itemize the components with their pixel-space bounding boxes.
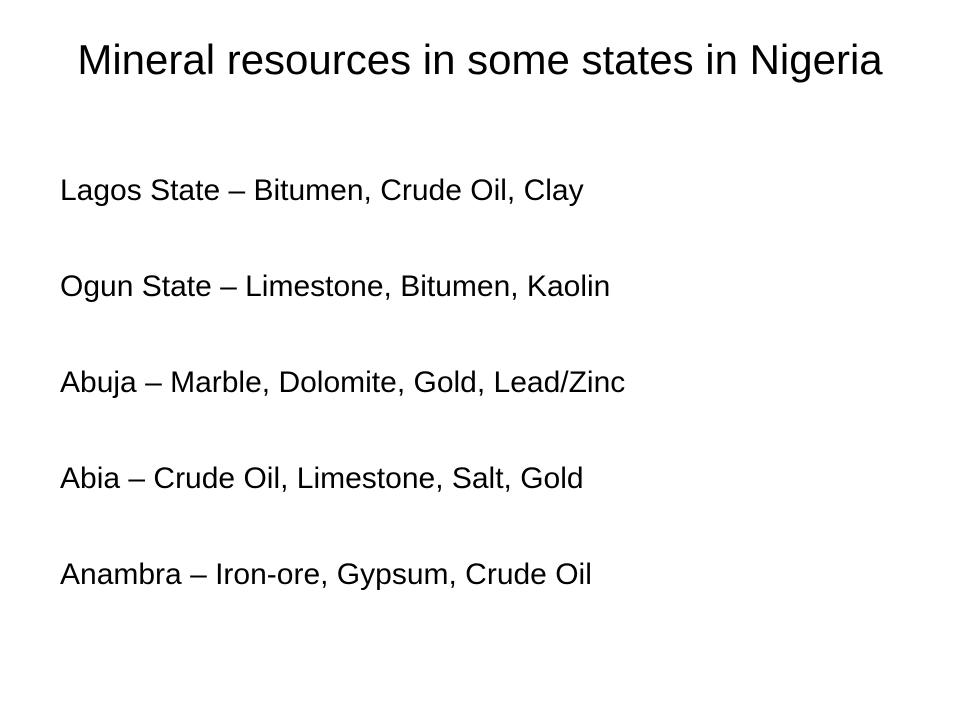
mineral-line-lagos: Lagos State – Bitumen, Crude Oil, Clay xyxy=(60,174,584,207)
mineral-line-abia: Abia – Crude Oil, Limestone, Salt, Gold xyxy=(60,462,584,495)
mineral-line-anambra: Anambra – Iron-ore, Gypsum, Crude Oil xyxy=(60,558,592,591)
mineral-line-abuja: Abuja – Marble, Dolomite, Gold, Lead/Zin… xyxy=(60,366,626,399)
mineral-line-ogun: Ogun State – Limestone, Bitumen, Kaolin xyxy=(60,270,611,303)
slide-body: Lagos State – Bitumen, Crude Oil, Clay O… xyxy=(60,168,920,648)
slide-title: Mineral resources in some states in Nige… xyxy=(77,36,883,83)
